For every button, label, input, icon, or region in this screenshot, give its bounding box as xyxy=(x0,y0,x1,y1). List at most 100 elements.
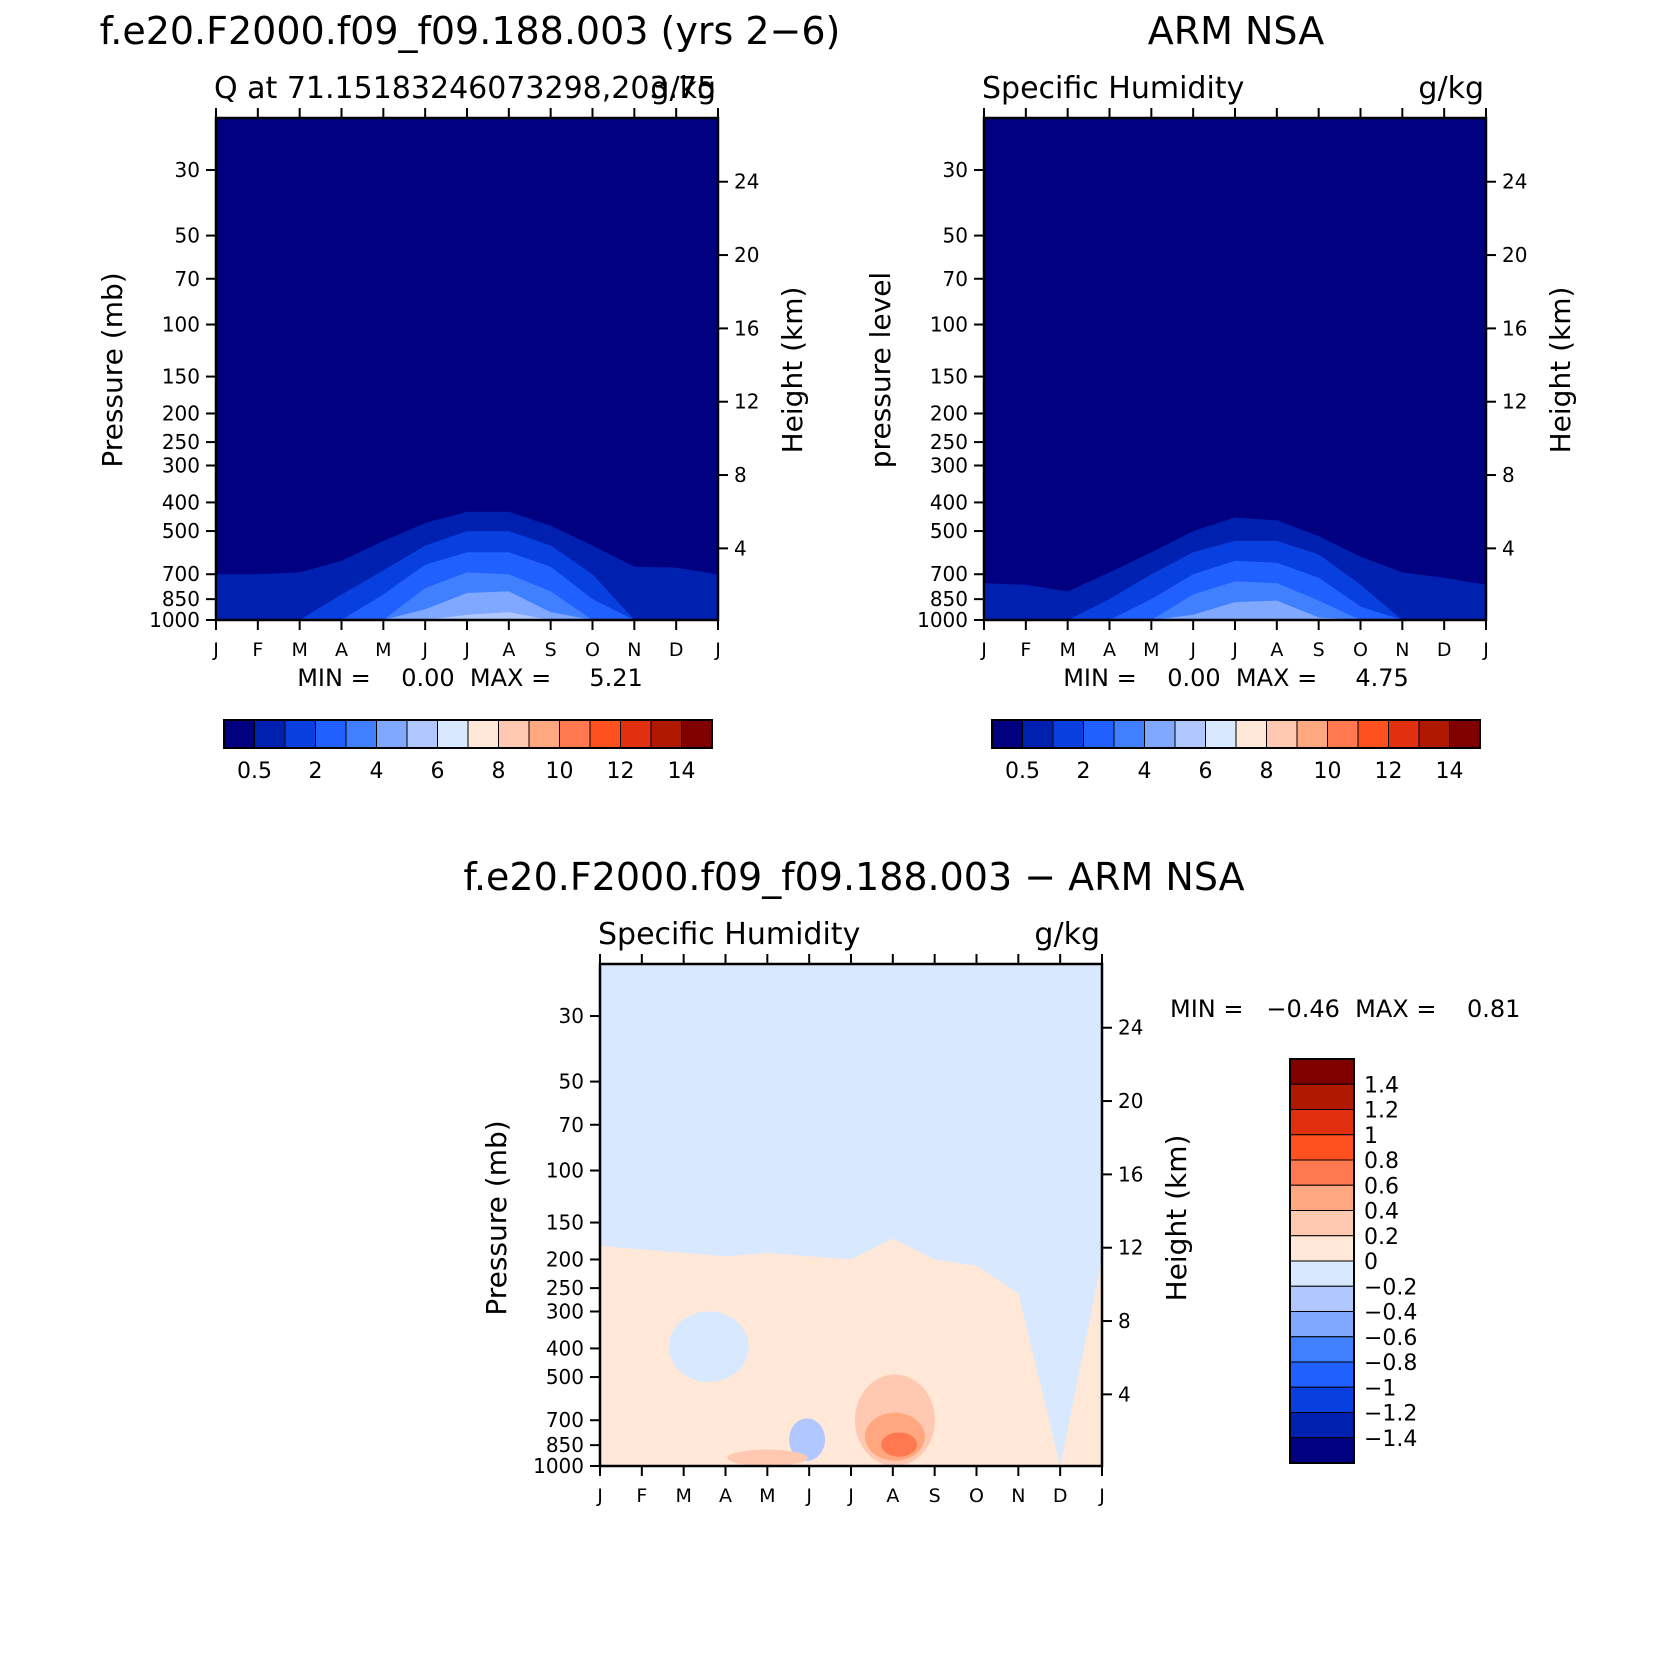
y-axis-label: Pressure (mb) xyxy=(480,1120,513,1315)
colorbar-tick-label: −0.6 xyxy=(1364,1326,1417,1351)
y-tick-label: 500 xyxy=(546,1365,584,1389)
y2-tick-label: 16 xyxy=(1118,1162,1143,1186)
y-tick-label: 1000 xyxy=(917,608,968,632)
y-axis-label: pressure level xyxy=(864,272,897,468)
x-tick-label: D xyxy=(1437,639,1452,661)
x-tick-label: N xyxy=(627,639,641,661)
colorbar-swatch xyxy=(345,719,377,749)
colorbar-swatch xyxy=(1235,719,1267,749)
colorbar-swatch xyxy=(1388,719,1420,749)
colorbar-swatch xyxy=(991,719,1023,749)
colorbar-tick-label: 14 xyxy=(668,759,696,784)
y-tick-label: 400 xyxy=(546,1336,584,1360)
x-tick-label: J xyxy=(1482,639,1489,661)
colorbar-swatch xyxy=(1289,1134,1355,1161)
x-tick-label: O xyxy=(969,1485,984,1507)
contour-band xyxy=(216,591,718,620)
y2-tick-label: 16 xyxy=(734,316,759,340)
colorbar-swatch xyxy=(1357,719,1389,749)
colorbar-tick-label: −0.2 xyxy=(1364,1275,1417,1300)
colorbar-tick-label: 10 xyxy=(1314,759,1342,784)
y-tick-label: 400 xyxy=(930,490,968,514)
x-tick-label: A xyxy=(502,639,515,661)
colorbar-swatch xyxy=(406,719,438,749)
x-tick-label: J xyxy=(1189,639,1196,661)
colorbar-swatch xyxy=(1289,1109,1355,1136)
x-tick-label: A xyxy=(335,639,348,661)
y2-tick-label: 20 xyxy=(1502,243,1527,267)
x-tick-label: D xyxy=(669,639,684,661)
panel-units-label: g/kg xyxy=(1418,71,1484,106)
x-tick-label: D xyxy=(1053,1485,1068,1507)
colorbar-tick-label: 6 xyxy=(431,759,445,784)
x-tick-label: A xyxy=(886,1485,899,1507)
x-tick-label: J xyxy=(805,1485,812,1507)
x-tick-label: J xyxy=(714,639,721,661)
y2-tick-label: 8 xyxy=(734,463,747,487)
panel-title: ARM NSA xyxy=(1148,9,1325,53)
colorbar-swatch xyxy=(1296,719,1328,749)
colorbar-swatch xyxy=(1289,1159,1355,1186)
y-tick-label: 70 xyxy=(559,1113,584,1137)
contour-band xyxy=(600,1238,1102,1466)
x-tick-label: O xyxy=(1353,639,1368,661)
x-tick-label: S xyxy=(929,1485,941,1507)
x-tick-label: N xyxy=(1011,1485,1025,1507)
colorbar-tick-label: 12 xyxy=(1375,759,1403,784)
y-tick-label: 850 xyxy=(930,587,968,611)
y-tick-label: 50 xyxy=(943,224,968,248)
y-tick-label: 1000 xyxy=(149,608,200,632)
x-tick-label: S xyxy=(545,639,557,661)
y-tick-label: 50 xyxy=(175,224,200,248)
colorbar-swatch xyxy=(1113,719,1145,749)
y-tick-label: 50 xyxy=(559,1070,584,1094)
colorbar-tick-label: 2 xyxy=(309,759,323,784)
x-tick-label: F xyxy=(252,639,263,661)
colorbar-swatch xyxy=(1289,1285,1355,1312)
y-tick-label: 150 xyxy=(546,1211,584,1235)
y2-tick-label: 12 xyxy=(734,390,759,414)
y-tick-label: 850 xyxy=(546,1433,584,1457)
colorbar-tick-label: 1 xyxy=(1364,1124,1378,1149)
x-tick-label: F xyxy=(636,1485,647,1507)
colorbar-swatch xyxy=(1289,1311,1355,1338)
y-tick-label: 300 xyxy=(546,1300,584,1324)
colorbar-tick-label: 14 xyxy=(1436,759,1464,784)
y-tick-label: 100 xyxy=(162,313,200,337)
y-tick-label: 700 xyxy=(546,1408,584,1432)
min-max-readout: MIN = 0.00 MAX = 4.75 xyxy=(1063,664,1409,692)
colorbar-swatch xyxy=(528,719,560,749)
x-tick-label: M xyxy=(675,1485,691,1507)
contour-band xyxy=(668,1311,749,1383)
colorbar: 0.5 2 4 6 8 10 12 14 xyxy=(991,719,1481,784)
colorbar-swatch xyxy=(284,719,316,749)
colorbar-tick-label: 8 xyxy=(492,759,506,784)
x-tick-label: J xyxy=(1231,639,1238,661)
x-tick-label: M xyxy=(291,639,307,661)
x-tick-label: J xyxy=(212,639,219,661)
y-tick-label: 70 xyxy=(943,267,968,291)
x-tick-label: M xyxy=(375,639,391,661)
panel-left-label: Specific Humidity xyxy=(982,71,1244,106)
x-tick-label: M xyxy=(1059,639,1075,661)
colorbar-swatch xyxy=(1289,1260,1355,1287)
colorbar-tick-label: 4 xyxy=(1138,759,1152,784)
y-tick-label: 850 xyxy=(162,587,200,611)
y2-tick-label: 20 xyxy=(1118,1089,1143,1113)
panel-left-label: Q at 71.15183246073298,203.75 xyxy=(214,71,716,106)
colorbar-tick-label: 0 xyxy=(1364,1250,1378,1275)
x-tick-label: N xyxy=(1395,639,1409,661)
colorbar-tick-label: 2 xyxy=(1077,759,1091,784)
y2-tick-label: 20 xyxy=(734,243,759,267)
colorbar-tick-label: 10 xyxy=(546,759,574,784)
colorbar-swatch xyxy=(1289,1336,1355,1363)
y-axis-label: Pressure (mb) xyxy=(96,272,129,467)
colorbar-swatch xyxy=(1144,719,1176,749)
y2-axis-label: Height (km) xyxy=(1160,1135,1193,1302)
colorbar-swatch xyxy=(254,719,286,749)
colorbar-swatch xyxy=(620,719,652,749)
